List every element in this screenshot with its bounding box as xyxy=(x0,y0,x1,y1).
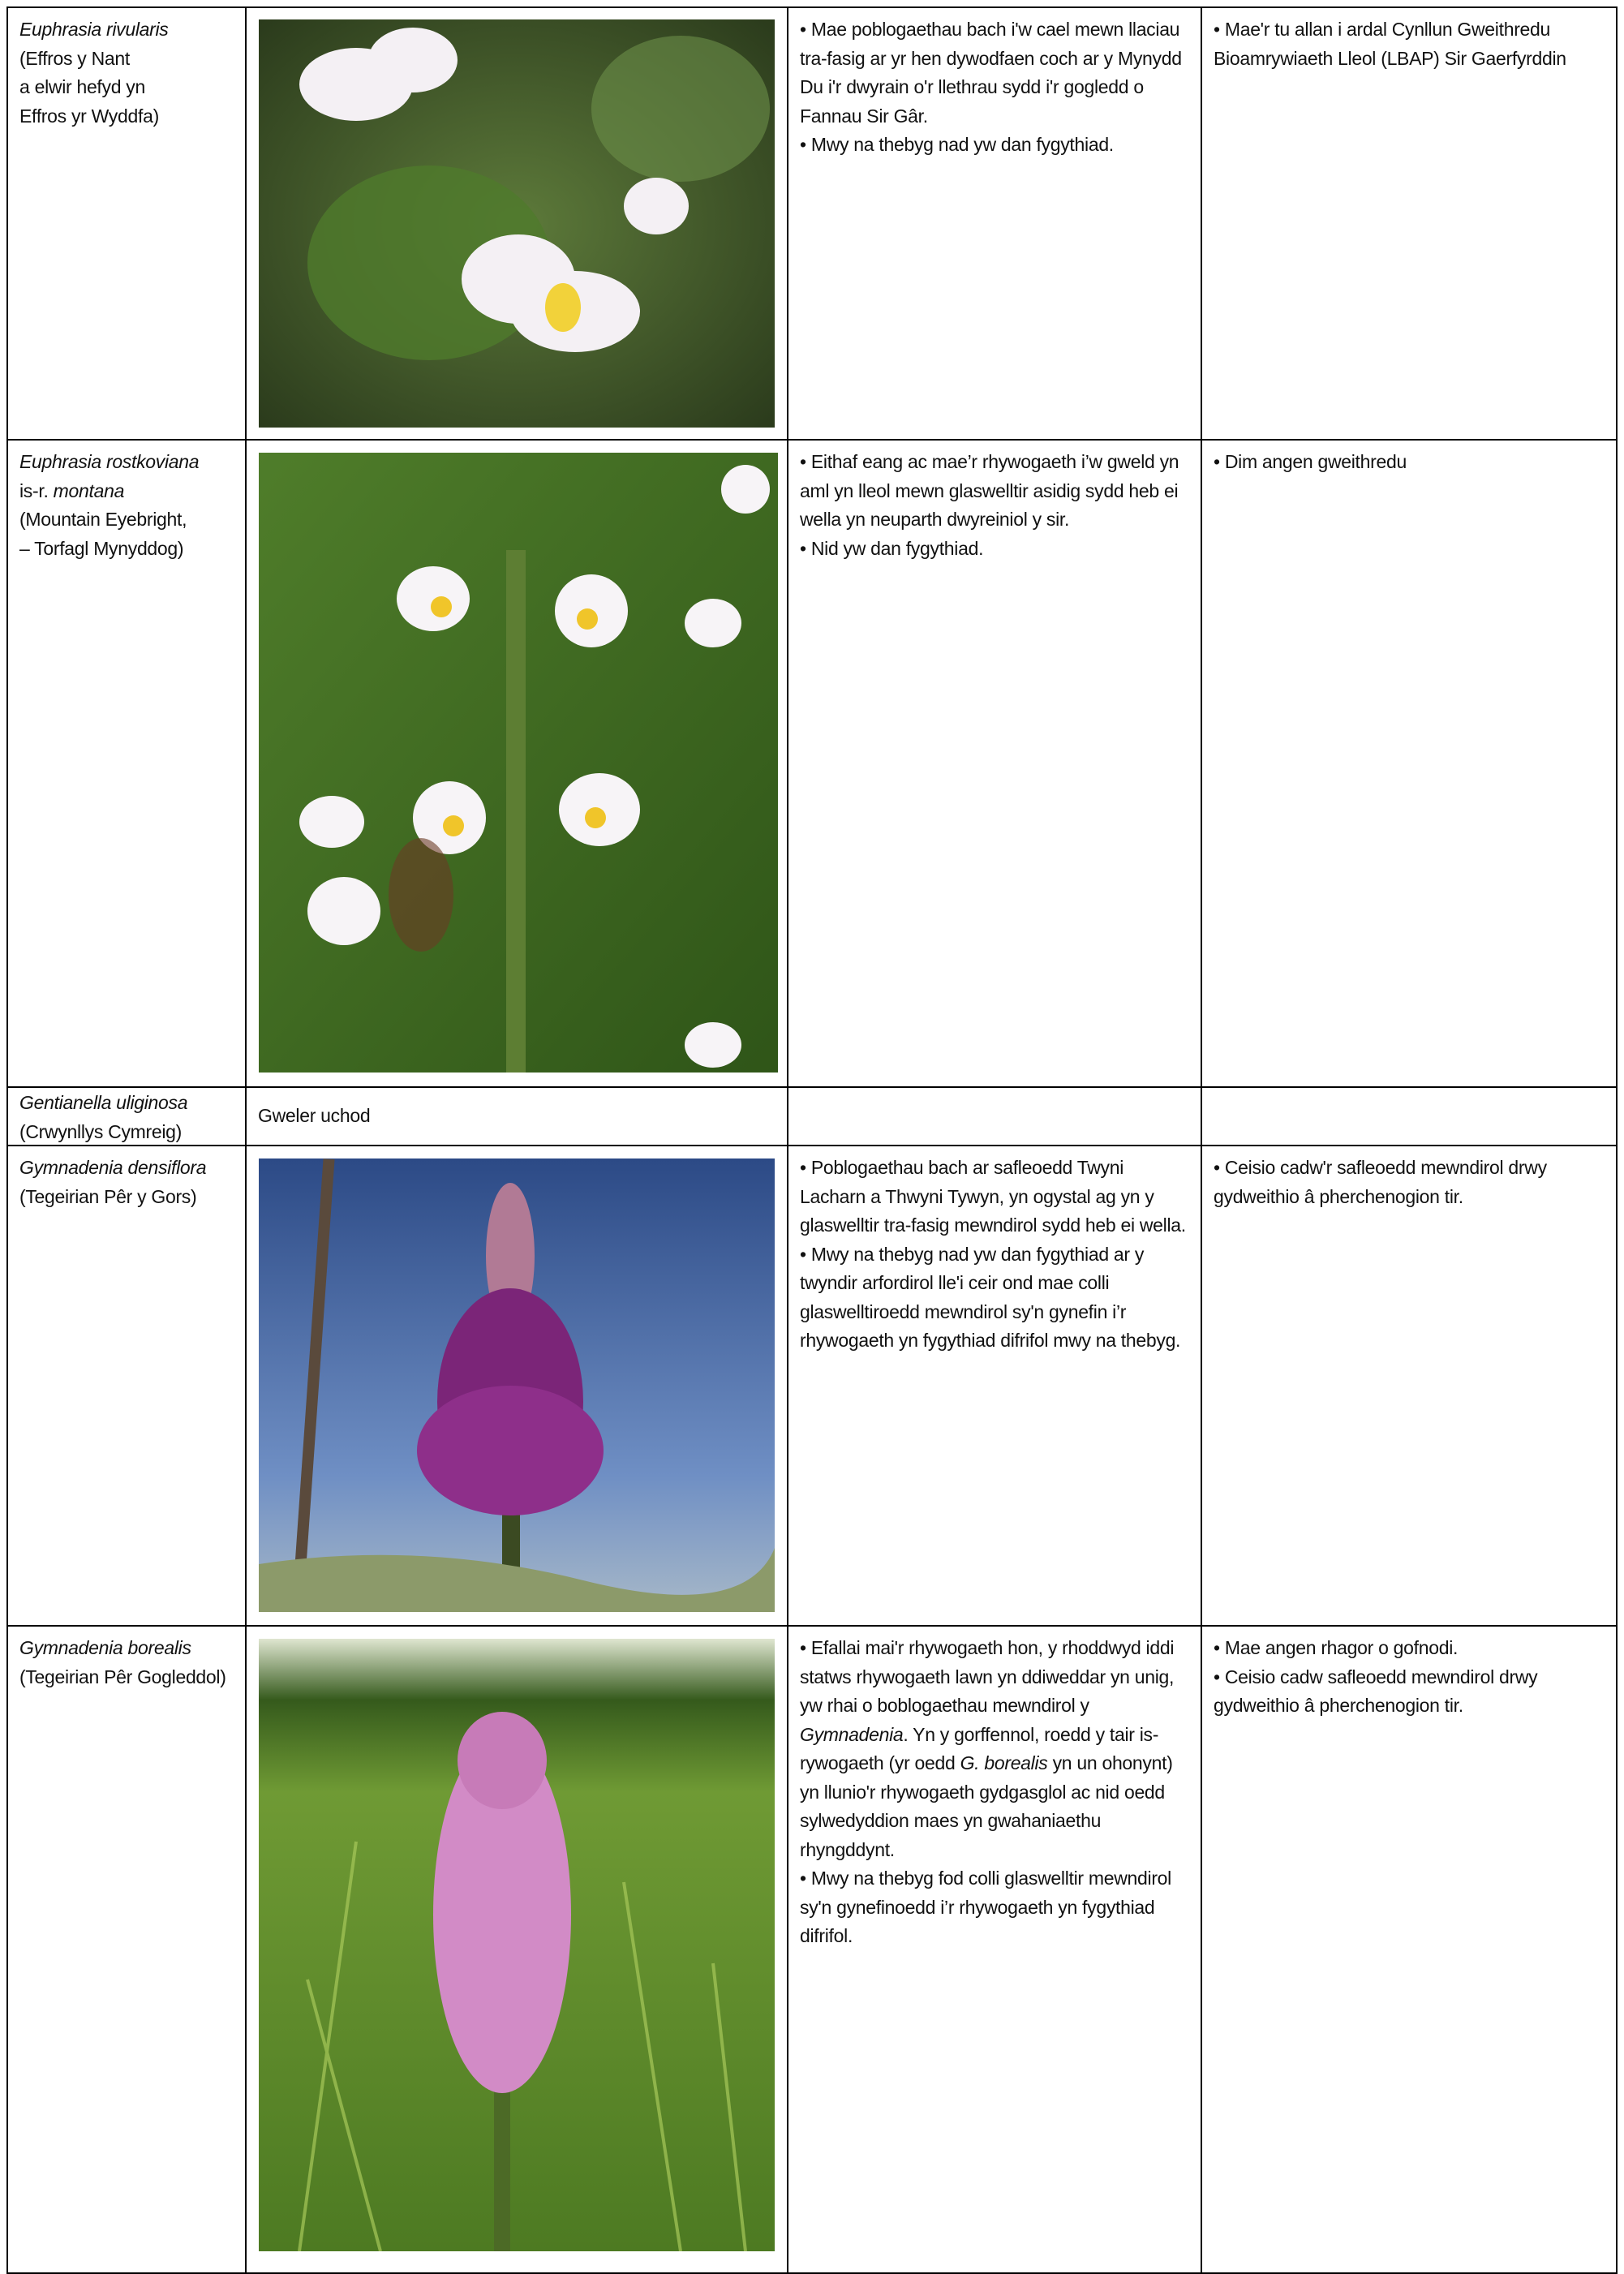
name-cell: Gentianella uliginosa (Crwynllys Cymreig… xyxy=(6,1086,247,1146)
photo-cell xyxy=(245,1625,788,2274)
common-name: (Effros y Nant xyxy=(19,47,130,69)
common-name: Effros yr Wyddfa) xyxy=(19,105,159,127)
photo xyxy=(259,19,775,428)
subspecies: montana xyxy=(53,479,125,501)
rank: is-r. xyxy=(19,479,49,501)
photo xyxy=(259,1158,775,1612)
note-cell: Gweler uchod xyxy=(245,1086,788,1146)
status-cell: • Efallai mai'r rhywogaeth hon, y rhoddw… xyxy=(787,1625,1202,2274)
photo-cell xyxy=(245,439,788,1088)
common-name: (Tegeirian Pêr y Gors) xyxy=(19,1185,197,1207)
common-name: – Torfagl Mynyddog) xyxy=(19,537,184,559)
status-cell: • Eithaf eang ac mae’r rhywogaeth i’w gw… xyxy=(787,439,1202,1088)
text-run: . Yn y gorffennol, roedd y tair is-rywog… xyxy=(800,1723,1159,1774)
status-item: • Mae poblogaethau bach i'w cael mewn ll… xyxy=(800,19,1182,127)
name-cell: Gymnadenia densiflora (Tegeirian Pêr y G… xyxy=(6,1145,247,1627)
action-cell: • Dim angen gweithredu xyxy=(1201,439,1618,1088)
name-cell: Gymnadenia borealis (Tegeirian Pêr Gogle… xyxy=(6,1625,247,2274)
latin-name: Euphrasia rostkoviana xyxy=(19,451,200,472)
action-cell: • Ceisio cadw'r safleoedd mewndirol drwy… xyxy=(1201,1145,1618,1627)
action-cell: • Mae'r tu allan i ardal Cynllun Gweithr… xyxy=(1201,6,1618,441)
text-run: yn un ohonynt) yn llunio'r rhywogaeth gy… xyxy=(800,1752,1173,1860)
common-name: (Crwynllys Cymreig) xyxy=(19,1120,183,1142)
latin-name: Gentianella uliginosa xyxy=(19,1092,188,1113)
note: Gweler uchod xyxy=(258,1105,371,1126)
status-cell xyxy=(787,1086,1202,1146)
status-cell: • Poblogaethau bach ar safleoedd Twyni L… xyxy=(787,1145,1202,1627)
name-cell: Euphrasia rostkoviana is-r. montana (Mou… xyxy=(6,439,247,1088)
common-name: (Mountain Eyebright, xyxy=(19,509,187,530)
action-item: • Ceisio cadw safleoedd mewndirol drwy g… xyxy=(1214,1666,1538,1717)
photo xyxy=(259,453,778,1073)
status-item: • Eithaf eang ac mae’r rhywogaeth i’w gw… xyxy=(800,451,1179,530)
photo xyxy=(259,1639,775,2251)
action-cell xyxy=(1201,1086,1618,1146)
action-item: • Mae angen rhagor o gofnodi. xyxy=(1214,1637,1459,1658)
common-name: (Tegeirian Pêr Gogleddol) xyxy=(19,1666,226,1687)
common-name: a elwir hefyd yn xyxy=(19,76,145,97)
latin-name: Gymnadenia densiflora xyxy=(19,1157,207,1178)
status-item: • Mwy na thebyg fod colli glaswelltir me… xyxy=(800,1868,1171,1946)
action-cell: • Mae angen rhagor o gofnodi. • Ceisio c… xyxy=(1201,1625,1618,2274)
action-item: • Mae'r tu allan i ardal Cynllun Gweithr… xyxy=(1214,19,1566,69)
status-cell: • Mae poblogaethau bach i'w cael mewn ll… xyxy=(787,6,1202,441)
action-item: • Dim angen gweithredu xyxy=(1214,451,1407,472)
name-cell: Euphrasia rivularis (Effros y Nant a elw… xyxy=(6,6,247,441)
text-run: • Efallai mai'r rhywogaeth hon, y rhoddw… xyxy=(800,1637,1175,1716)
status-item: • Nid yw dan fygythiad. xyxy=(800,537,984,559)
photo-cell xyxy=(245,6,788,441)
status-item: • Mwy na thebyg nad yw dan fygythiad ar … xyxy=(800,1243,1181,1352)
status-item: • Mwy na thebyg nad yw dan fygythiad. xyxy=(800,134,1114,155)
latin-name: Euphrasia rivularis xyxy=(19,19,169,40)
status-item: • Poblogaethau bach ar safleoedd Twyni L… xyxy=(800,1157,1186,1236)
text-run: G. borealis xyxy=(960,1752,1048,1773)
action-item: • Ceisio cadw'r safleoedd mewndirol drwy… xyxy=(1214,1157,1547,1207)
status-item: • Efallai mai'r rhywogaeth hon, y rhoddw… xyxy=(800,1634,1189,1864)
text-run: Gymnadenia xyxy=(800,1723,904,1745)
photo-cell xyxy=(245,1145,788,1627)
latin-name: Gymnadenia borealis xyxy=(19,1637,191,1658)
